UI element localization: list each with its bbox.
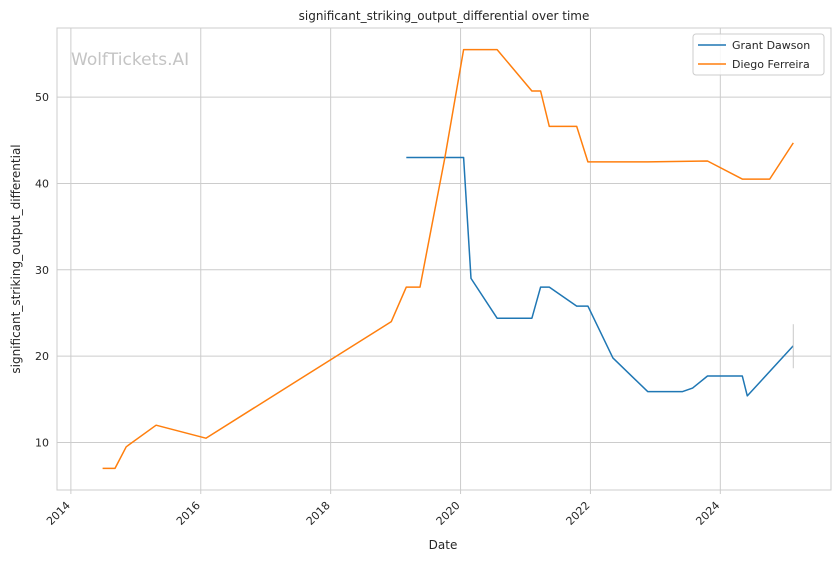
y-axis-title: significant_striking_output_differential xyxy=(9,144,23,373)
plot-frame xyxy=(56,27,832,491)
x-axis-title: Date xyxy=(429,538,458,552)
series-layer xyxy=(102,48,794,470)
series-line-diego-ferreira xyxy=(102,48,794,470)
legend-label-grant-dawson: Grant Dawson xyxy=(732,39,810,52)
watermark: WolfTickets.AI xyxy=(71,50,189,70)
y-tick-label: 10 xyxy=(35,437,49,450)
y-tick-label: 40 xyxy=(35,177,49,190)
y-tick-label: 50 xyxy=(35,91,49,104)
y-tick-label: 30 xyxy=(35,264,49,277)
y-axis-ticks: 10 20 30 40 50 xyxy=(35,91,49,449)
legend: Grant Dawson Diego Ferreira xyxy=(692,33,825,76)
legend-label-diego-ferreira: Diego Ferreira xyxy=(732,58,810,71)
y-tick-label: 20 xyxy=(35,350,49,363)
series-line-grant-dawson xyxy=(406,156,794,397)
chart-title: significant_striking_output_differential… xyxy=(299,9,590,23)
grid xyxy=(57,28,831,490)
